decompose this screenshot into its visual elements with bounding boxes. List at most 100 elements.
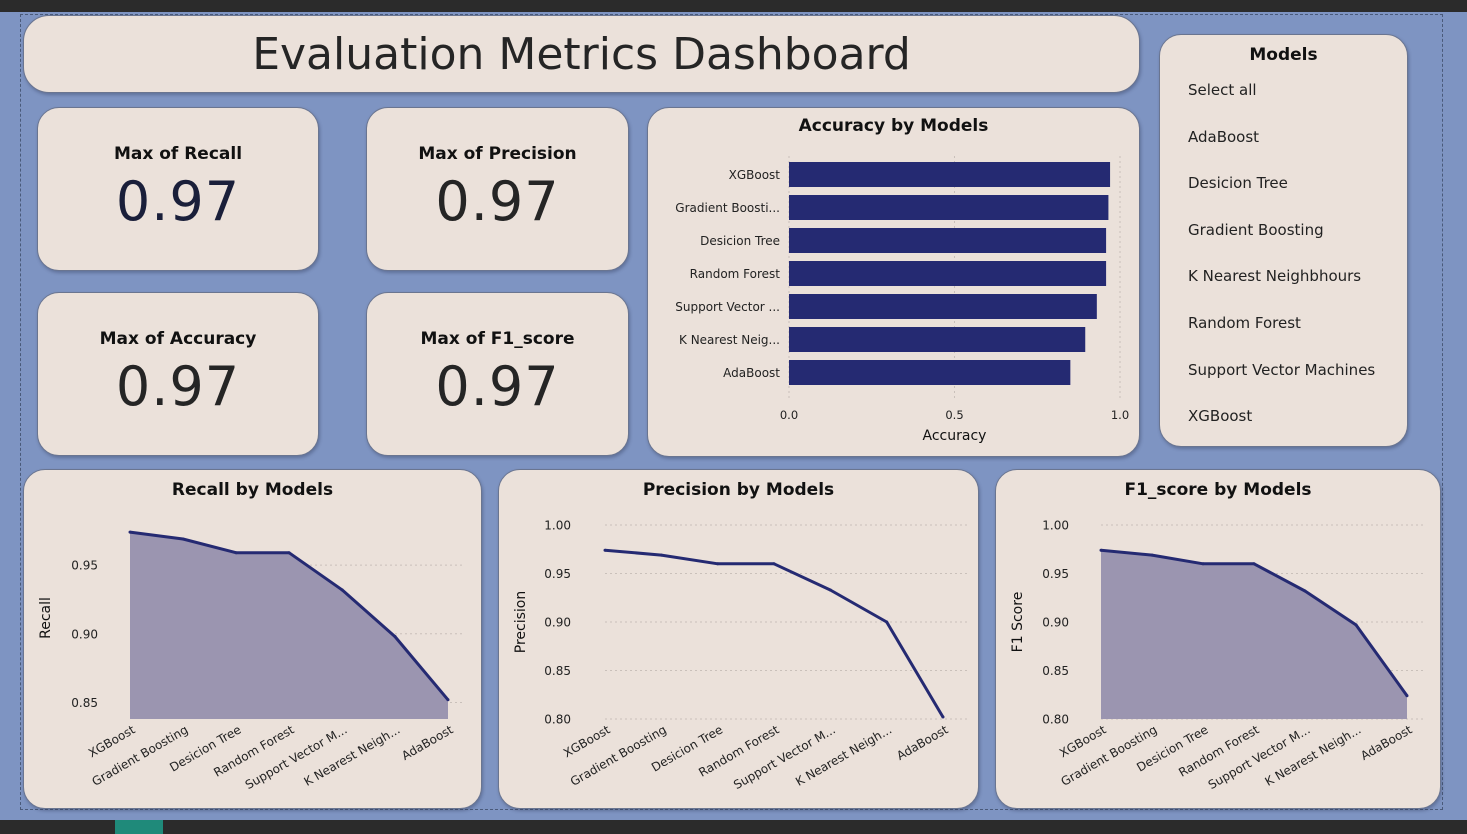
- slicer-item-xgboost[interactable]: XGBoost: [1188, 407, 1253, 426]
- series-line: [604, 548, 945, 718]
- y-tick-label: 0.80: [544, 713, 571, 727]
- kpi-card-recall[interactable]: Max of Recall 0.97: [37, 107, 319, 271]
- y-axis-title: Recall: [38, 597, 54, 639]
- x-category-label: AdaBoost: [399, 722, 455, 763]
- data-point: [446, 698, 450, 702]
- window-bottom-bar: [0, 820, 1467, 834]
- data-point: [1252, 562, 1256, 566]
- slicer-title: Models: [1249, 45, 1318, 65]
- kpi-value-precision: 0.97: [435, 170, 560, 233]
- y-axis-title: Precision: [513, 591, 529, 653]
- data-point: [603, 548, 607, 552]
- slicer-item-decision-tree[interactable]: Desicion Tree: [1188, 174, 1288, 193]
- y-tick-label: 0.95: [1042, 567, 1069, 581]
- category-label: Random Forest: [690, 267, 781, 281]
- accuracy-bar: [789, 162, 1111, 187]
- y-tick-label: 0.85: [71, 696, 98, 710]
- kpi-value-recall: 0.97: [115, 170, 241, 233]
- kpi-card-precision[interactable]: Max of Precision 0.97: [366, 107, 629, 271]
- x-category-label: Gradient Boosting: [90, 722, 191, 788]
- window-top-bar: [0, 0, 1467, 12]
- recall-chart-card[interactable]: Recall by Models 0.85 0.90 0.95 XGBoost Grad…: [23, 469, 482, 809]
- category-label: Gradient Boosti...: [675, 201, 780, 215]
- y-tick-label: 0.90: [1042, 616, 1069, 630]
- data-point: [1354, 623, 1358, 627]
- area-fill: [130, 532, 448, 719]
- data-point: [1201, 562, 1205, 566]
- slicer-item-k-nearest-neighbours[interactable]: K Nearest Neighbhours: [1188, 267, 1362, 286]
- category-label: K Nearest Neig...: [679, 333, 780, 347]
- data-point: [181, 537, 185, 541]
- x-category-label: AdaBoost: [894, 722, 950, 763]
- accuracy-bar: [789, 195, 1109, 220]
- x-tick-label: 0.5: [945, 408, 963, 422]
- data-point: [1303, 589, 1307, 593]
- accuracy-bar: [789, 294, 1097, 319]
- chart-title-accuracy: Accuracy by Models: [798, 116, 989, 136]
- kpi-label-f1: Max of F1_score: [420, 329, 575, 349]
- x-category-label: K Nearest Neigh...: [793, 722, 894, 788]
- y-tick-label: 0.90: [544, 616, 571, 630]
- chart-title-recall: Recall by Models: [171, 480, 334, 500]
- y-tick-label: 0.95: [544, 567, 571, 581]
- x-tick-label: 0.0: [780, 408, 798, 422]
- x-category-label: K Nearest Neigh...: [301, 722, 402, 788]
- data-point: [1099, 548, 1103, 552]
- chart-title-f1: F1_score by Models: [1124, 480, 1312, 500]
- data-point: [234, 551, 238, 555]
- data-point: [659, 553, 663, 557]
- slicer-item-random-forest[interactable]: Random Forest: [1188, 313, 1301, 332]
- slicer-item-gradient-boosting[interactable]: Gradient Boosting: [1188, 220, 1324, 239]
- slicer-item-select-all[interactable]: Select all: [1188, 81, 1257, 99]
- category-label: Support Vector ...: [675, 300, 780, 314]
- data-point: [1405, 694, 1409, 698]
- accuracy-bar: [789, 327, 1086, 352]
- kpi-label-accuracy: Max of Accuracy: [99, 329, 257, 349]
- x-tick-label: 1.0: [1111, 408, 1129, 422]
- y-tick-label: 0.85: [1042, 664, 1069, 678]
- kpi-card-f1[interactable]: Max of F1_score 0.97: [366, 292, 629, 456]
- models-slicer[interactable]: Models Select all AdaBoost Desicion Tree…: [1159, 34, 1408, 447]
- x-axis-title: Accuracy: [923, 428, 987, 444]
- data-point: [1150, 553, 1154, 557]
- category-label: XGBoost: [729, 168, 781, 182]
- slicer-item-adaboost[interactable]: AdaBoost: [1188, 127, 1260, 146]
- y-tick-label: 0.85: [544, 664, 571, 678]
- data-point: [340, 588, 344, 592]
- y-tick-label: 1.00: [544, 519, 571, 533]
- data-point: [393, 635, 397, 639]
- data-point: [941, 715, 945, 719]
- category-label: Desicion Tree: [700, 234, 780, 248]
- slicer-item-support-vector-machines[interactable]: Support Vector Machines: [1188, 360, 1376, 379]
- y-axis-title: F1 Score: [1010, 592, 1026, 653]
- title-card: Evaluation Metrics Dashboard: [23, 15, 1140, 93]
- report-frame: [20, 14, 1443, 810]
- page-tab[interactable]: [115, 820, 163, 834]
- data-point: [287, 551, 291, 555]
- accuracy-bar-chart: 0.0 0.5 1.0 XGBoost Gradient Boosti... Desici…: [675, 156, 1129, 444]
- accuracy-bar: [789, 228, 1107, 253]
- y-tick-label: 0.80: [1042, 713, 1069, 727]
- x-category-label: AdaBoost: [1358, 722, 1414, 763]
- chart-title-precision: Precision by Models: [642, 480, 835, 500]
- y-tick-label: 0.95: [71, 559, 98, 573]
- data-point: [772, 562, 776, 566]
- y-tick-label: 1.00: [1042, 519, 1069, 533]
- area-fill: [1101, 550, 1407, 719]
- kpi-card-accuracy[interactable]: Max of Accuracy 0.97: [37, 292, 319, 456]
- f1-chart-card[interactable]: F1_score by Models 0.80 0.85 0.90 0.95 1.00 X…: [995, 469, 1441, 809]
- kpi-label-recall: Max of Recall: [113, 144, 243, 164]
- page-title: Evaluation Metrics Dashboard: [252, 29, 911, 80]
- kpi-value-accuracy: 0.97: [115, 355, 241, 418]
- precision-chart-card[interactable]: Precision by Models 0.80 0.85 0.90 0.95 1.00…: [498, 469, 979, 809]
- accuracy-chart-card[interactable]: Accuracy by Models 0.0 0.5 1.0 XGBoost Gradi…: [647, 107, 1140, 457]
- x-category-label: Support Vector M...: [731, 722, 838, 792]
- x-category-label: K Nearest Neigh...: [1262, 722, 1363, 788]
- data-point: [128, 530, 132, 534]
- x-category-label: Gradient Boosting: [568, 722, 669, 788]
- y-tick-label: 0.90: [71, 627, 98, 641]
- accuracy-bar: [789, 261, 1107, 286]
